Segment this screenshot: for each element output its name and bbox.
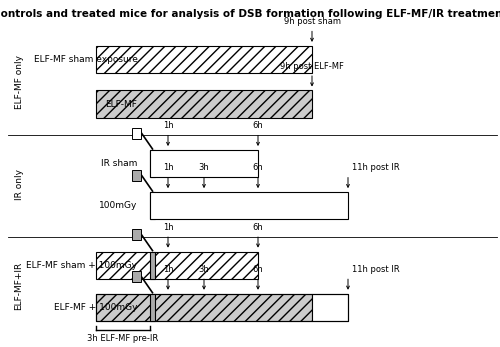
Text: 3h: 3h	[198, 163, 209, 172]
Bar	[150, 252, 156, 279]
Bar	[150, 150, 156, 177]
Text: ELF-MF: ELF-MF	[106, 100, 138, 109]
Text: 9h post ELF-MF: 9h post ELF-MF	[280, 62, 344, 71]
Text: ELF-MF+IR: ELF-MF+IR	[14, 262, 24, 311]
Text: IR sham: IR sham	[101, 159, 138, 168]
Bar	[150, 192, 348, 219]
Text: 11h post IR: 11h post IR	[352, 163, 400, 172]
Text: 6h: 6h	[252, 223, 264, 232]
Bar	[150, 192, 156, 219]
Text: 1h: 1h	[162, 265, 173, 274]
Text: 6h: 6h	[252, 163, 264, 172]
Bar	[150, 150, 258, 177]
Bar	[96, 294, 312, 321]
Text: 100mGy: 100mGy	[99, 201, 138, 210]
Text: 3h: 3h	[198, 265, 209, 274]
Text: ELF-MF sham exposure: ELF-MF sham exposure	[34, 55, 138, 64]
Text: 6h: 6h	[252, 265, 264, 274]
Bar	[150, 294, 156, 321]
Bar	[132, 128, 141, 138]
Bar	[96, 294, 348, 321]
Bar	[96, 46, 312, 73]
Text: 1h: 1h	[162, 121, 173, 130]
Text: 9h post sham: 9h post sham	[284, 17, 341, 26]
Bar	[132, 229, 141, 240]
Text: ELF-MF only: ELF-MF only	[14, 55, 24, 109]
Text: 1h: 1h	[162, 163, 173, 172]
Text: 1h: 1h	[162, 223, 173, 232]
Text: 3h ELF-MF pre-IR: 3h ELF-MF pre-IR	[88, 334, 158, 343]
Text: ELF-MF + 100mGy: ELF-MF + 100mGy	[54, 303, 138, 312]
Bar	[132, 170, 141, 181]
Bar	[96, 252, 258, 279]
Bar	[312, 294, 348, 321]
Bar	[132, 271, 141, 282]
Text: ELF-MF sham + 100mGy: ELF-MF sham + 100mGy	[26, 261, 138, 270]
Bar	[96, 91, 312, 118]
Text: Controls and treated mice for analysis of DSB formation following ELF-MF/IR trea: Controls and treated mice for analysis o…	[0, 9, 500, 19]
Text: IR only: IR only	[14, 169, 24, 200]
Text: 6h: 6h	[252, 121, 264, 130]
Text: 11h post IR: 11h post IR	[352, 265, 400, 274]
